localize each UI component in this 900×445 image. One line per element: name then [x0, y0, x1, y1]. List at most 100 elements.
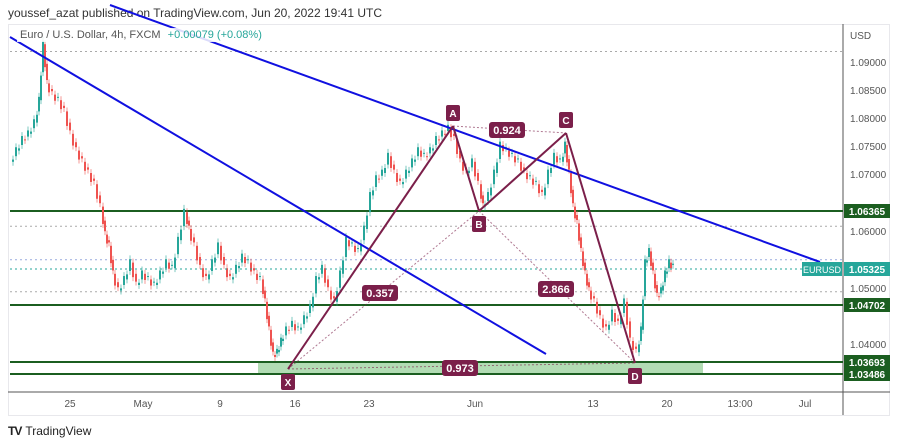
symbol-legend[interactable]: Euro / U.S. Dollar, 4h, FXCM +0.00079 (+…: [17, 28, 265, 42]
pattern-leg[interactable]: [565, 132, 636, 364]
candle-body: [104, 220, 106, 232]
candle-body: [462, 161, 464, 171]
candle-body: [168, 262, 170, 269]
candle-body: [247, 259, 249, 261]
candle-body: [238, 265, 240, 269]
ratio-label: 0.973: [446, 363, 474, 375]
pattern-point-marker[interactable]: [628, 368, 642, 384]
candle-body: [96, 184, 98, 199]
candle-body: [342, 260, 344, 274]
candle-body: [664, 270, 666, 283]
pattern-point-marker[interactable]: [472, 216, 486, 232]
candle-body: [652, 262, 654, 271]
candle-body: [459, 150, 461, 159]
candle-body: [120, 288, 122, 291]
candle-body: [36, 114, 38, 123]
candle-body: [241, 253, 243, 263]
candle-body: [211, 259, 213, 271]
price-level-tag: [844, 298, 890, 312]
pattern-leg[interactable]: [478, 132, 567, 212]
candle-body: [384, 167, 386, 173]
ratio-badge[interactable]: [442, 360, 478, 376]
candle-body: [584, 262, 586, 271]
price-level-tag: [844, 204, 890, 218]
candle-body: [456, 139, 458, 154]
price-change: +0.00079 (+0.08%): [167, 29, 262, 41]
pattern-point-marker[interactable]: [281, 374, 295, 390]
symbol-tag[interactable]: [802, 262, 842, 276]
trendline[interactable]: [109, 4, 821, 263]
candle-body: [402, 181, 404, 185]
candle-body: [303, 315, 305, 325]
candle-body: [285, 326, 287, 336]
candle-body: [441, 130, 443, 137]
candle-body: [372, 190, 374, 196]
candle-body: [564, 141, 566, 154]
candle-body: [147, 276, 149, 278]
candle-body: [54, 94, 56, 101]
candle-body: [112, 259, 114, 271]
candle-body: [608, 324, 610, 330]
candle-body: [214, 257, 216, 263]
candle-body: [180, 229, 182, 241]
candle-body: [171, 264, 173, 266]
candle-body: [541, 189, 543, 193]
candle-body: [550, 167, 552, 173]
candle-body: [339, 270, 341, 288]
symbol-description: Euro / U.S. Dollar, 4h, FXCM: [20, 29, 161, 41]
candle-body: [670, 262, 672, 269]
candle-body: [487, 192, 489, 201]
candle-body: [48, 83, 50, 93]
pattern-point-marker[interactable]: [559, 112, 573, 128]
candle-body: [617, 318, 619, 321]
candle-body: [650, 251, 652, 266]
candle-body: [223, 257, 225, 265]
candle-body: [84, 161, 86, 171]
price-level-label: 1.04702: [849, 301, 886, 312]
candle-body: [596, 301, 598, 314]
support-zone[interactable]: [258, 362, 703, 374]
candle-body: [51, 89, 53, 92]
tradingview-logo-icon: TV: [8, 424, 22, 438]
candle-body: [126, 274, 128, 280]
ratio-badge[interactable]: [538, 281, 574, 297]
candle-body: [165, 259, 167, 269]
ratio-badge[interactable]: [362, 285, 398, 301]
candle-body: [202, 268, 204, 278]
pattern-point-marker[interactable]: [446, 105, 460, 121]
pattern-ratio-line: [287, 210, 480, 370]
candle-body: [69, 122, 71, 131]
candle-body: [99, 195, 101, 204]
candle-body: [324, 268, 326, 283]
candle-body: [351, 242, 353, 244]
ratio-badge[interactable]: [489, 122, 525, 138]
candle-body: [632, 341, 634, 350]
candle-body: [450, 128, 452, 138]
candle-body: [12, 159, 14, 162]
candle-body: [18, 148, 20, 151]
price-level-label: 1.06365: [849, 207, 886, 218]
candle-body: [208, 274, 210, 280]
candle-body: [474, 161, 476, 177]
candle-body: [174, 257, 176, 269]
candle-body: [580, 237, 582, 249]
candle-body: [63, 105, 65, 109]
candle-body: [640, 326, 642, 341]
candle-body: [499, 141, 501, 159]
pattern-point-label: A: [449, 109, 456, 120]
chart-frame[interactable]: [8, 24, 890, 416]
trendline[interactable]: [9, 36, 547, 355]
candle-body: [309, 304, 311, 313]
candle-body: [217, 242, 219, 255]
candle-body: [345, 236, 347, 257]
candle-body: [390, 156, 392, 168]
price-level-tag: [844, 367, 890, 381]
pattern-leg[interactable]: [287, 125, 454, 370]
candle-body: [291, 320, 293, 327]
candle-body: [363, 225, 365, 241]
candle-body: [611, 309, 613, 322]
candle-body: [57, 96, 59, 98]
pattern-leg[interactable]: [452, 125, 480, 212]
candle-body: [396, 173, 398, 182]
